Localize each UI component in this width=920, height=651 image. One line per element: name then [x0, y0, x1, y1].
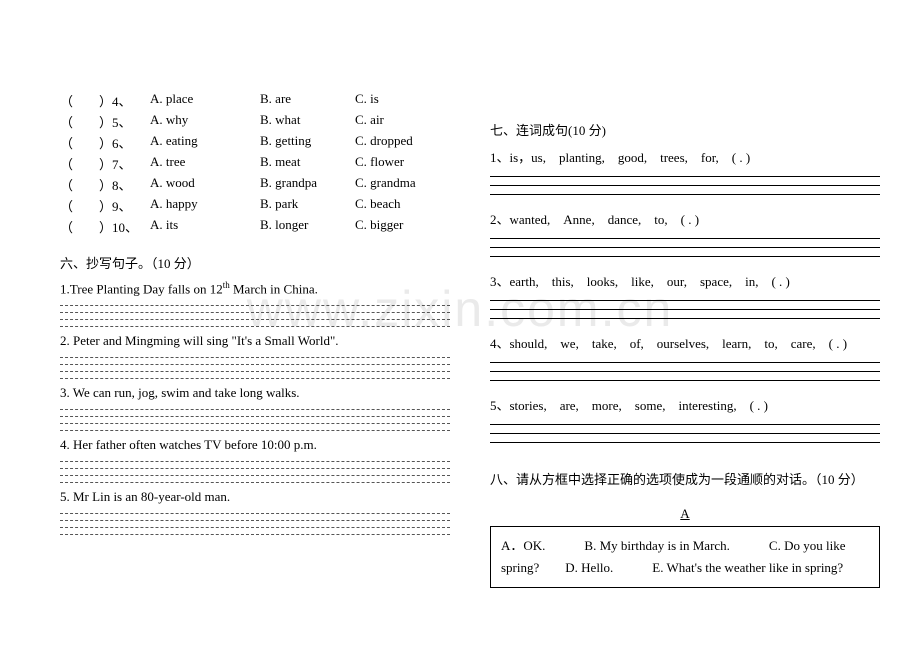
mc-num: （ ）8、 [60, 174, 150, 195]
mc-num: （ ）9、 [60, 195, 150, 216]
mc-row: （ ）7、A. treeB. meatC. flower [60, 153, 445, 174]
mc-opt-b: B. getting [260, 132, 355, 153]
sentence-build-3: 3、earth, this, looks, like, our, space, … [490, 271, 880, 290]
section-8-title: 八、请从方框中选择正确的选项使成为一段通顺的对话。（10 分） [490, 469, 880, 488]
mc-opt-a: A. eating [150, 132, 260, 153]
box-header-a: A [490, 506, 880, 522]
copy-sentence-2: 2. Peter and Mingming will sing "It's a … [60, 333, 450, 349]
section-6-title: 六、抄写句子。（10 分） [60, 253, 450, 272]
writing-lines[interactable] [60, 507, 450, 535]
sentence-build-4: 4、should, we, take, of, ourselves, learn… [490, 333, 880, 352]
answer-lines[interactable] [490, 230, 880, 257]
mc-row: （ ）5、A. whyB. whatC. air [60, 111, 445, 132]
answer-lines[interactable] [490, 416, 880, 443]
mc-num: （ ）5、 [60, 111, 150, 132]
mc-num: （ ）4、 [60, 90, 150, 111]
mc-opt-a: A. tree [150, 153, 260, 174]
mc-opt-c: C. bigger [355, 216, 445, 237]
writing-lines[interactable] [60, 299, 450, 327]
mc-table: （ ）4、A. placeB. areC. is （ ）5、A. whyB. w… [60, 90, 445, 237]
mc-num: （ ）7、 [60, 153, 150, 174]
mc-opt-c: C. dropped [355, 132, 445, 153]
mc-opt-c: C. is [355, 90, 445, 111]
sentence-build-1: 1、is，us, planting, good, trees, for, ( .… [490, 147, 880, 166]
mc-row: （ ）8、A. woodB. grandpaC. grandma [60, 174, 445, 195]
mc-opt-b: B. are [260, 90, 355, 111]
mc-opt-a: A. its [150, 216, 260, 237]
mc-opt-b: B. what [260, 111, 355, 132]
mc-opt-c: C. grandma [355, 174, 445, 195]
writing-lines[interactable] [60, 455, 450, 483]
section-7-title: 七、连词成句(10 分) [490, 120, 880, 139]
mc-opt-b: B. grandpa [260, 174, 355, 195]
mc-opt-b: B. meat [260, 153, 355, 174]
copy-sentence-1: 1.Tree Planting Day falls on 12th March … [60, 280, 450, 297]
answer-lines[interactable] [490, 292, 880, 319]
mc-num: （ ）6、 [60, 132, 150, 153]
copy-sentence-3: 3. We can run, jog, swim and take long w… [60, 385, 450, 401]
sentence-build-5: 5、stories, are, more, some, interesting,… [490, 395, 880, 414]
mc-opt-b: B. park [260, 195, 355, 216]
mc-row: （ ）4、A. placeB. areC. is [60, 90, 445, 111]
mc-opt-c: C. beach [355, 195, 445, 216]
mc-row: （ ）10、A. itsB. longerC. bigger [60, 216, 445, 237]
right-column: 七、连词成句(10 分) 1、is，us, planting, good, tr… [470, 90, 880, 588]
mc-opt-b: B. longer [260, 216, 355, 237]
mc-opt-c: C. flower [355, 153, 445, 174]
left-column: （ ）4、A. placeB. areC. is （ ）5、A. whyB. w… [60, 90, 470, 588]
mc-opt-a: A. why [150, 111, 260, 132]
mc-opt-a: A. place [150, 90, 260, 111]
writing-lines[interactable] [60, 351, 450, 379]
mc-opt-a: A. happy [150, 195, 260, 216]
page: （ ）4、A. placeB. areC. is （ ）5、A. whyB. w… [0, 0, 920, 588]
sentence-build-2: 2、wanted, Anne, dance, to, ( . ) [490, 209, 880, 228]
mc-opt-a: A. wood [150, 174, 260, 195]
copy-sentence-4: 4. Her father often watches TV before 10… [60, 437, 450, 453]
options-box: A．OK. B. My birthday is in March. C. Do … [490, 526, 880, 588]
writing-lines[interactable] [60, 403, 450, 431]
copy-sentence-5: 5. Mr Lin is an 80-year-old man. [60, 489, 450, 505]
mc-row: （ ）6、A. eatingB. gettingC. dropped [60, 132, 445, 153]
mc-row: （ ）9、A. happyB. parkC. beach [60, 195, 445, 216]
mc-num: （ ）10、 [60, 216, 150, 237]
mc-opt-c: C. air [355, 111, 445, 132]
answer-lines[interactable] [490, 354, 880, 381]
answer-lines[interactable] [490, 168, 880, 195]
